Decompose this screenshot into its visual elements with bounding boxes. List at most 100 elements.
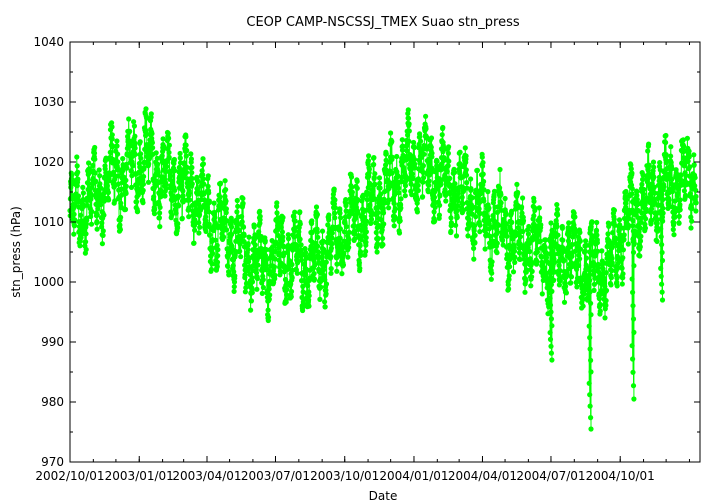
- data-point: [214, 242, 220, 248]
- data-point: [464, 180, 470, 186]
- data-point: [509, 219, 515, 225]
- data-point: [258, 245, 264, 251]
- data-point: [621, 215, 628, 222]
- data-point: [481, 187, 487, 193]
- data-point: [88, 221, 95, 227]
- data-point: [92, 170, 98, 176]
- data-point: [587, 392, 593, 398]
- data-point: [366, 153, 372, 159]
- data-point: [224, 227, 230, 233]
- data-point: [254, 275, 260, 282]
- data-point: [691, 162, 697, 168]
- data-point: [405, 132, 411, 138]
- data-point: [163, 181, 169, 187]
- data-point: [646, 162, 652, 168]
- data-point: [195, 178, 201, 185]
- data-point: [206, 209, 212, 215]
- data-point: [337, 235, 343, 241]
- data-point: [376, 175, 383, 181]
- data-point: [463, 153, 469, 159]
- data-point: [455, 198, 461, 204]
- data-point: [599, 248, 605, 254]
- data-point: [231, 284, 237, 290]
- data-point: [629, 170, 635, 176]
- data-point: [693, 200, 699, 206]
- data-point: [236, 228, 242, 234]
- data-point: [343, 203, 349, 209]
- data-point: [534, 249, 541, 255]
- data-point: [137, 139, 143, 145]
- data-point: [497, 185, 503, 191]
- data-point: [478, 191, 484, 197]
- data-point: [381, 196, 387, 202]
- data-point: [445, 163, 451, 169]
- data-point: [436, 212, 442, 218]
- data-point: [109, 120, 115, 126]
- data-point: [538, 222, 544, 228]
- data-point: [477, 229, 483, 235]
- data-point: [606, 238, 612, 244]
- data-point: [529, 274, 535, 280]
- y-tick-label: 1000: [33, 275, 64, 289]
- data-point: [615, 265, 621, 271]
- data-point: [255, 255, 261, 261]
- data-point: [75, 169, 81, 175]
- data-point: [597, 308, 603, 314]
- data-point: [693, 208, 699, 214]
- data-point: [172, 168, 178, 174]
- data-point: [223, 187, 229, 193]
- y-tick-label: 1030: [33, 95, 64, 109]
- data-point: [157, 224, 163, 230]
- data-point: [120, 168, 126, 174]
- data-point: [490, 213, 496, 219]
- data-point: [494, 229, 500, 235]
- data-point: [97, 181, 103, 187]
- data-point: [489, 270, 495, 276]
- data-point: [537, 215, 543, 221]
- data-point: [140, 200, 146, 206]
- data-point: [459, 194, 465, 200]
- data-point: [409, 176, 416, 182]
- data-point: [588, 369, 594, 375]
- data-point: [663, 132, 669, 139]
- data-point: [651, 164, 657, 170]
- data-point: [612, 222, 618, 228]
- data-point: [99, 220, 105, 226]
- data-point: [677, 202, 683, 208]
- data-point: [503, 210, 509, 217]
- data-point: [161, 143, 167, 149]
- data-point: [234, 209, 240, 215]
- data-point: [658, 194, 664, 200]
- data-point: [587, 335, 593, 341]
- data-point: [491, 188, 498, 194]
- data-point: [620, 275, 626, 281]
- data-point: [549, 357, 555, 363]
- data-point: [383, 162, 389, 168]
- data-point: [214, 259, 221, 265]
- data-point: [183, 153, 189, 159]
- data-point: [378, 217, 384, 223]
- data-point: [207, 232, 213, 238]
- data-point: [141, 165, 147, 171]
- data-point: [106, 178, 112, 184]
- data-point: [323, 291, 329, 297]
- data-point: [560, 237, 566, 243]
- data-point: [563, 283, 569, 289]
- data-point: [263, 247, 269, 253]
- data-point: [646, 141, 652, 147]
- data-point: [234, 221, 241, 227]
- data-point: [592, 268, 598, 274]
- data-point: [643, 216, 649, 222]
- data-point: [315, 243, 321, 249]
- data-point: [469, 195, 475, 201]
- data-point: [115, 167, 121, 173]
- data-point: [629, 209, 635, 215]
- data-point: [186, 205, 192, 211]
- data-point: [96, 167, 102, 173]
- data-point: [198, 207, 204, 213]
- data-point: [155, 169, 161, 175]
- data-point: [576, 262, 582, 269]
- data-point: [582, 248, 588, 254]
- data-point: [123, 190, 129, 196]
- data-point: [177, 155, 183, 161]
